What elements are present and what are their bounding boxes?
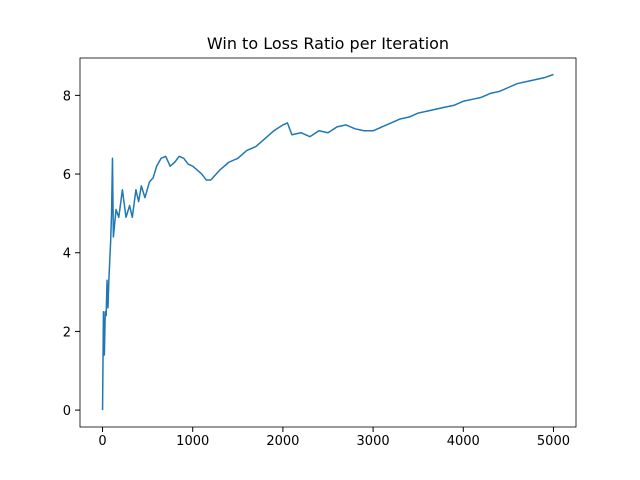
y-tick-label: 8	[63, 89, 71, 104]
x-tick-label: 2000	[266, 434, 299, 449]
chart-title: Win to Loss Ratio per Iteration	[207, 34, 449, 53]
y-tick-label: 2	[63, 325, 71, 340]
y-tick-label: 6	[63, 168, 71, 183]
x-tick-label: 3000	[357, 434, 390, 449]
line	[101, 73, 554, 411]
y-tick-label: 4	[63, 247, 71, 262]
x-tick-label: 0	[98, 434, 106, 449]
plot-frame	[79, 57, 577, 428]
x-tick-label: 4000	[447, 434, 480, 449]
x-tick-label: 5000	[537, 434, 570, 449]
x-tick-label: 1000	[176, 434, 209, 449]
y-tick-label: 0	[63, 404, 71, 419]
